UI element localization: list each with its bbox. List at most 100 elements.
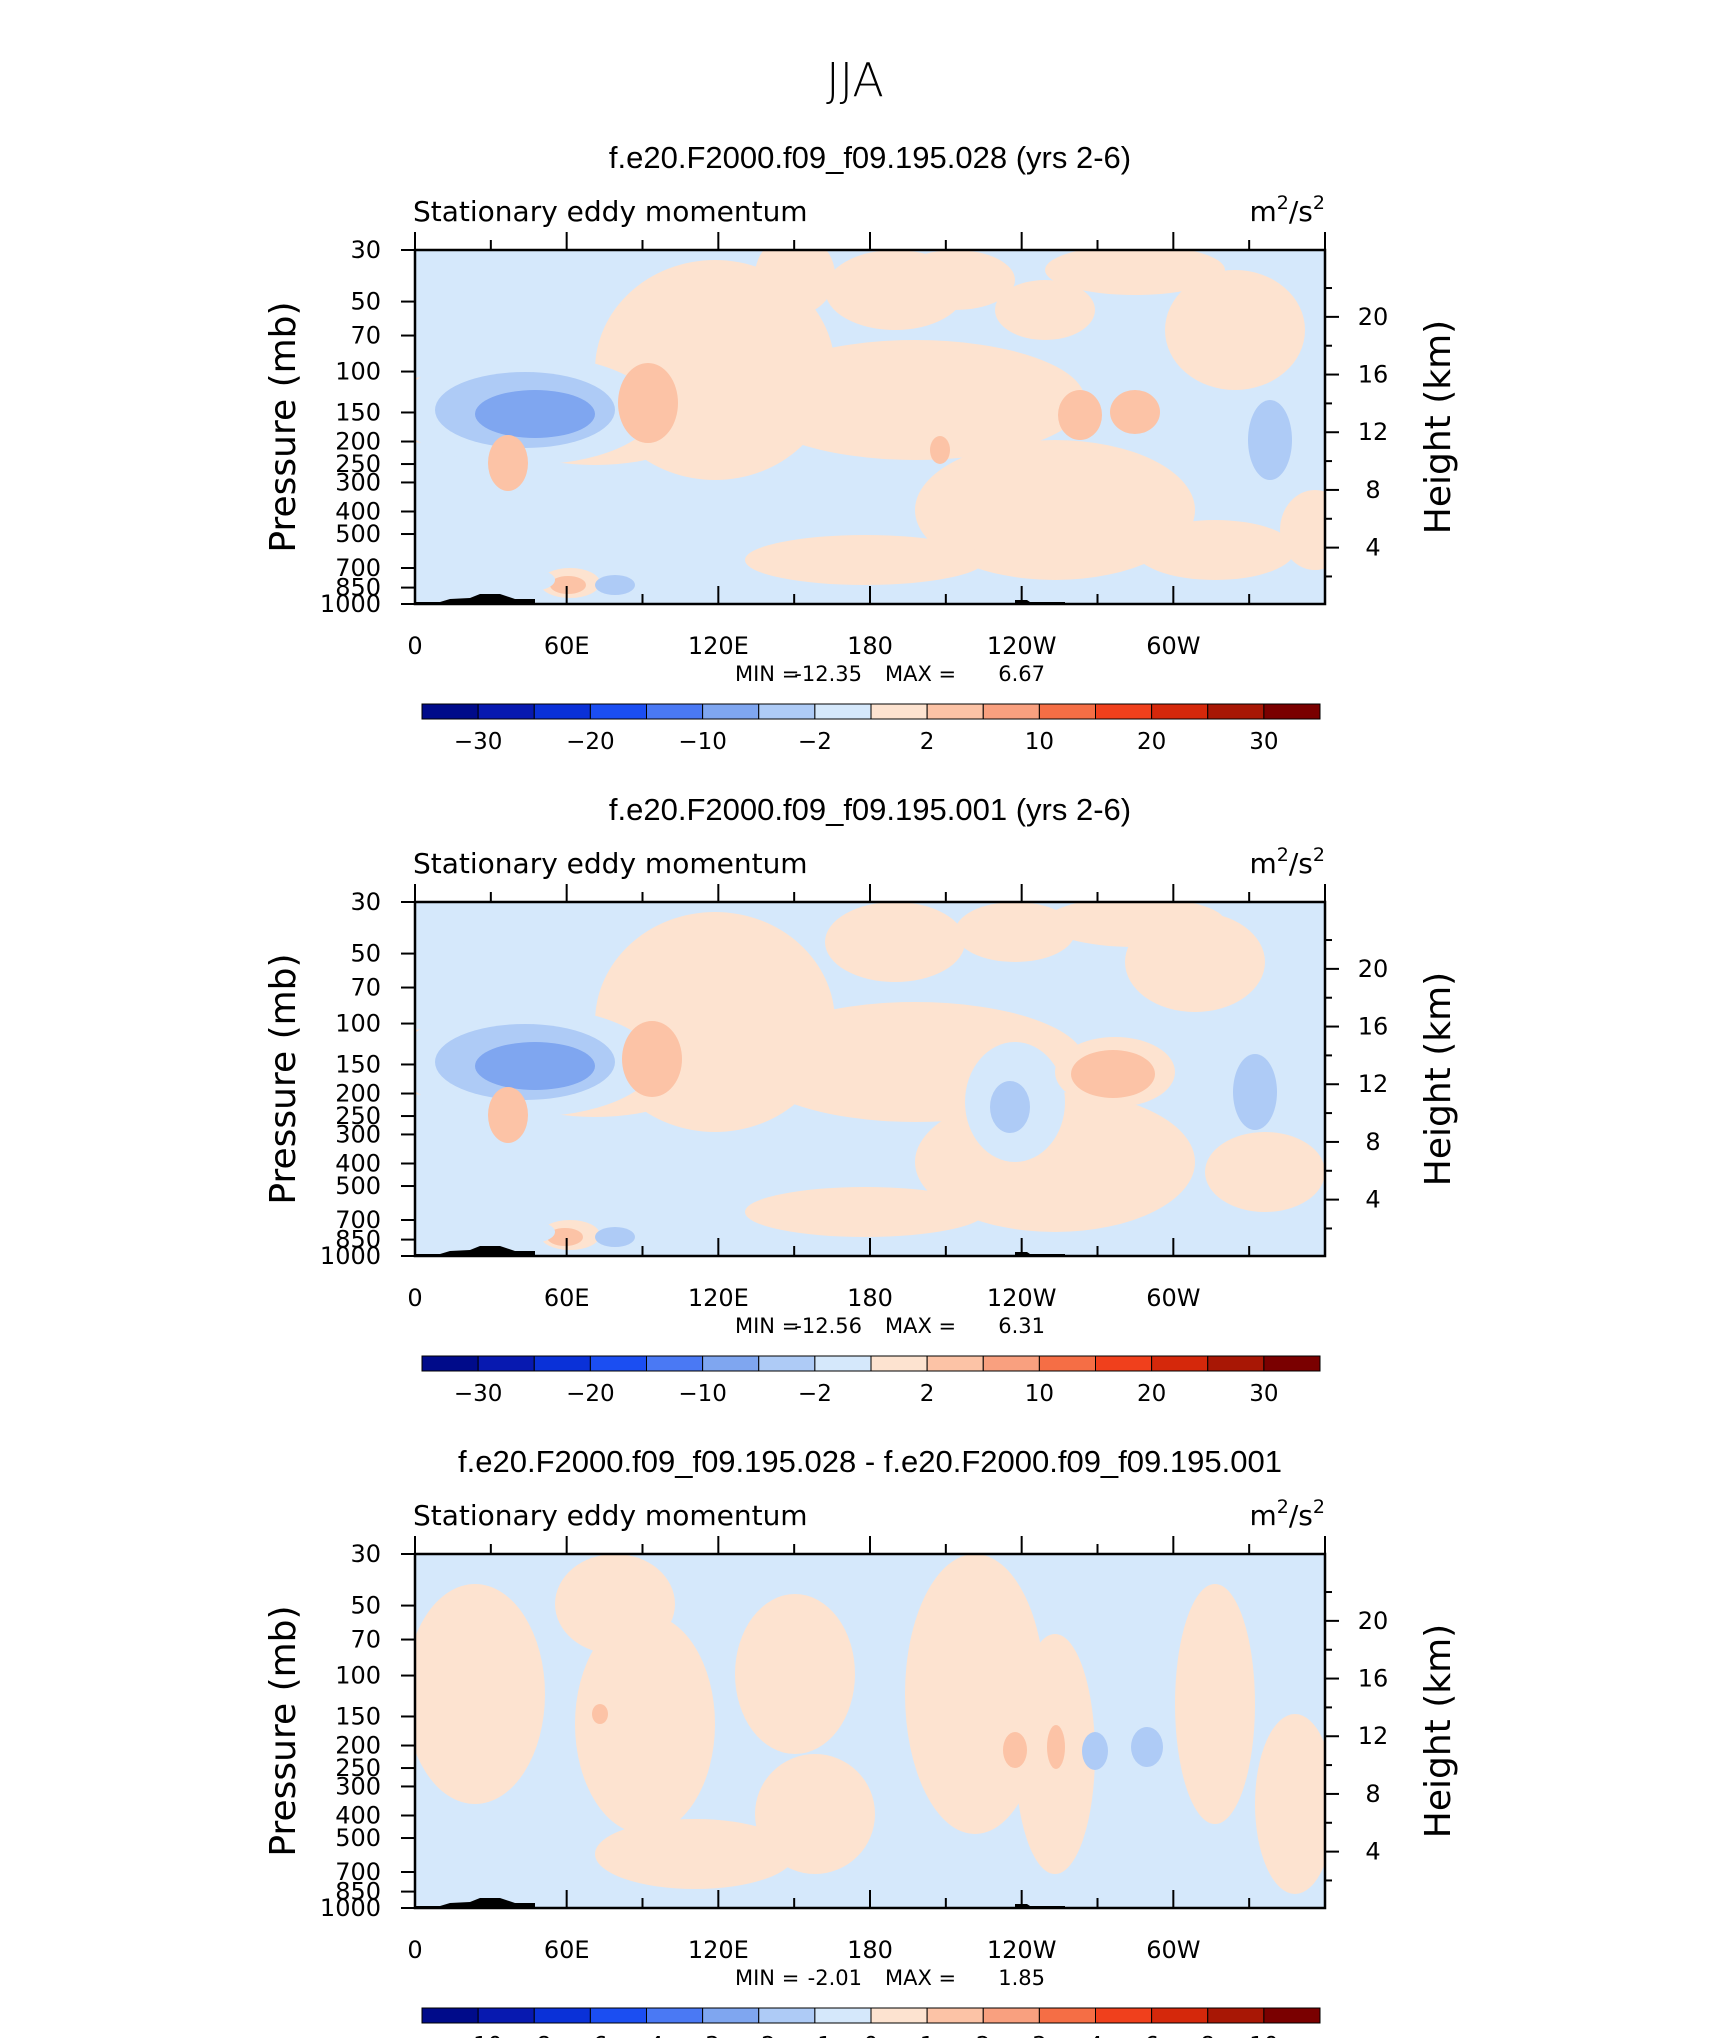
colorbar-label: −3: [686, 2033, 720, 2038]
contour-patch: [825, 902, 965, 982]
y2-axis-title: Height (km): [1418, 1624, 1459, 1838]
contour-patch: [595, 1227, 635, 1247]
contour-patch: [1045, 250, 1225, 295]
max-value: 1.85: [998, 1966, 1045, 1990]
contour-patch: [595, 1819, 795, 1889]
panel-3: f.e20.F2000.f09_f09.195.028 - f.e20.F200…: [263, 1444, 1459, 2038]
colorbar-swatch: [1095, 703, 1153, 720]
colorbar-label: 30: [1249, 729, 1278, 755]
y-tick-label: 30: [350, 1540, 381, 1568]
colorbar-label: 10: [1249, 2033, 1278, 2038]
y2-tick-label: 4: [1365, 1838, 1380, 1866]
colorbar-label: 2: [920, 1381, 935, 1407]
colorbar: −30 −20 −10 −2 2 10 20 30: [421, 1355, 1321, 1407]
contour-patch: [495, 1220, 555, 1244]
colorbar-swatch: [1263, 2007, 1321, 2024]
colorbar-label: −2: [742, 2033, 776, 2038]
panel-title: f.e20.F2000.f09_f09.195.028 - f.e20.F200…: [458, 1444, 1282, 1479]
colorbar-swatch: [1095, 1355, 1153, 1372]
y2-tick-label: 20: [1358, 955, 1389, 983]
colorbar-swatch: [646, 2007, 704, 2024]
colorbar: −10−8−6−4−3−2−1012346810: [421, 2007, 1321, 2038]
y2-tick-label: 20: [1358, 1607, 1389, 1635]
panel-title: f.e20.F2000.f09_f09.195.028 (yrs 2-6): [609, 140, 1131, 175]
colorbar-label: −10: [454, 2033, 503, 2038]
colorbar-label: −4: [630, 2033, 664, 2038]
colorbar-swatch: [926, 1355, 984, 1372]
colorbar-swatch: [702, 2007, 760, 2024]
y-tick-label: 850: [335, 574, 381, 602]
x-tick-label: 120W: [987, 632, 1057, 660]
y-tick-label: 200: [335, 1732, 381, 1760]
colorbar-swatch: [533, 703, 591, 720]
colorbar-label: −30: [454, 1381, 503, 1407]
colorbar-swatch: [982, 703, 1040, 720]
colorbar-label: −2: [798, 1381, 832, 1407]
y-tick-label: 850: [335, 1226, 381, 1254]
x-tick-label: 60E: [544, 1936, 590, 1964]
y-tick-label: 30: [350, 888, 381, 916]
colorbar-swatch: [646, 703, 704, 720]
contour-patch: [445, 902, 605, 962]
colorbar-label: 1: [920, 2033, 935, 2038]
colorbar-label: −20: [566, 729, 615, 755]
colorbar-swatch: [926, 703, 984, 720]
contour-patch: [475, 1042, 595, 1090]
colorbar-swatch: [1263, 1355, 1321, 1372]
y-tick-label: 50: [350, 288, 381, 316]
colorbar-swatch: [1038, 703, 1096, 720]
min-value: -12.35: [794, 662, 862, 686]
x-tick-label: 0: [407, 1284, 422, 1312]
contour-patch: [1205, 1132, 1325, 1212]
colorbar-swatch: [589, 1355, 647, 1372]
colorbar-swatch: [477, 703, 535, 720]
colorbar-swatch: [982, 1355, 1040, 1372]
colorbar-swatch: [421, 2007, 479, 2024]
y-tick-label: 700: [335, 1206, 381, 1234]
min-value: -12.56: [794, 1314, 862, 1338]
contour-patch: [550, 576, 586, 594]
contour-patch: [555, 1554, 675, 1654]
min-label: MIN =: [735, 1314, 799, 1338]
x-tick-label: 60W: [1146, 1284, 1200, 1312]
colorbar-swatch: [814, 2007, 872, 2024]
y-tick-label: 300: [335, 1772, 381, 1800]
y-tick-label: 50: [350, 940, 381, 968]
contour-patch: [995, 280, 1095, 340]
y-tick-label: 100: [335, 358, 381, 386]
y-tick-label: 250: [335, 1102, 381, 1130]
panel-1: f.e20.F2000.f09_f09.195.028 (yrs 2-6) Sta…: [263, 140, 1459, 755]
y-tick-label: 400: [335, 497, 381, 525]
colorbar-label: 10: [1025, 1381, 1054, 1407]
panel-left-label: Stationary eddy momentum: [413, 1499, 808, 1532]
colorbar-swatch: [758, 1355, 816, 1372]
x-tick-label: 60E: [544, 632, 590, 660]
y2-tick-label: 4: [1365, 534, 1380, 562]
colorbar-swatch: [870, 1355, 928, 1372]
y-tick-label: 1000: [320, 1242, 381, 1270]
y-tick-label: 700: [335, 554, 381, 582]
x-tick-label: 0: [407, 632, 422, 660]
contour-patch: [930, 436, 950, 464]
y2-tick-label: 16: [1358, 1665, 1389, 1693]
contour-patch: [735, 1594, 855, 1754]
colorbar-swatch: [1263, 703, 1321, 720]
colorbar-swatch: [1095, 2007, 1153, 2024]
contour-field: [415, 902, 1325, 1256]
panel-units-label: m2/s2: [1250, 844, 1326, 880]
max-label: MAX =: [885, 1314, 956, 1338]
min-value: -2.01: [808, 1966, 862, 1990]
colorbar-swatch: [758, 703, 816, 720]
colorbar-swatch: [421, 1355, 479, 1372]
panel-units-label: m2/s2: [1250, 1496, 1326, 1532]
contour-patch: [445, 250, 605, 310]
colorbar-swatch: [421, 703, 479, 720]
colorbar-swatch: [1207, 703, 1265, 720]
units-exp-1: 2: [1277, 844, 1289, 866]
y-axis-title: Pressure (mb): [263, 301, 304, 552]
y2-tick-label: 4: [1365, 1186, 1380, 1214]
colorbar-swatch: [1038, 1355, 1096, 1372]
contour-patch: [1071, 1050, 1155, 1098]
y-tick-label: 400: [335, 1149, 381, 1177]
x-tick-label: 180: [847, 1284, 893, 1312]
